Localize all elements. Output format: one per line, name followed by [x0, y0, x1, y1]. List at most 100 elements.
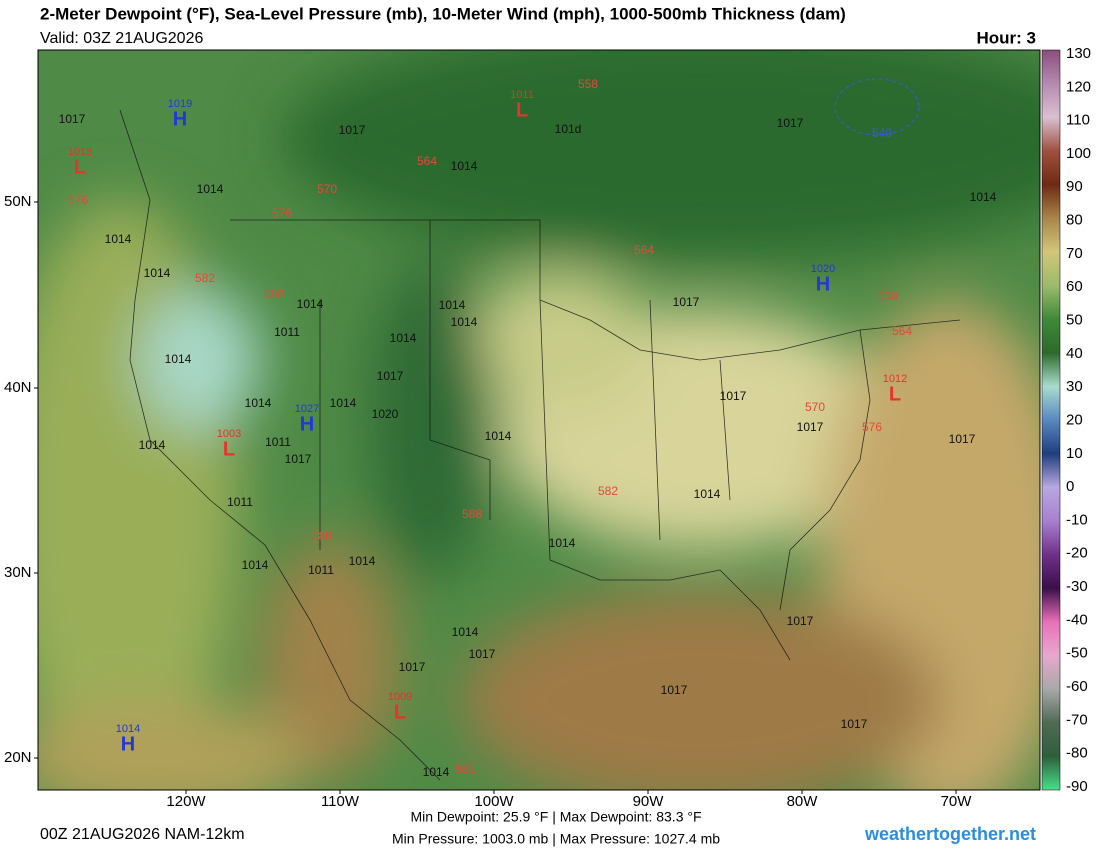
colorbar-tick-label: 60 — [1066, 278, 1083, 295]
center-value: 1015 — [68, 146, 92, 158]
lon-label: 120W — [166, 793, 206, 810]
center-letter: L — [889, 383, 901, 405]
center-letter: L — [516, 99, 528, 121]
isobar-label: 1014 — [330, 396, 357, 410]
colorbar-tick-label: -90 — [1066, 778, 1088, 795]
map-field — [38, 50, 1040, 790]
thickness-label: 576 — [862, 420, 882, 434]
isobar-label: 1014 — [423, 765, 450, 779]
colorbar-tick-label: 40 — [1066, 345, 1083, 362]
isobar-label: 1011 — [227, 495, 253, 509]
isobar-label: 1020 — [372, 407, 399, 421]
thickness-label: 576 — [68, 193, 88, 207]
credit[interactable]: weathertogether.net — [864, 824, 1036, 844]
center-letter: H — [816, 273, 830, 295]
isobar-label: 1014 — [165, 352, 192, 366]
thickness-label: 576 — [272, 206, 292, 220]
isobar-label: 1014 — [970, 190, 997, 204]
isobar-label: 1014 — [451, 159, 478, 173]
lon-label: 100W — [474, 793, 514, 810]
isobar-label: 1017 — [673, 295, 700, 309]
center-value: 1009 — [388, 691, 412, 703]
colorbar-tick-label: -40 — [1066, 611, 1088, 628]
thickness-label: 564 — [417, 154, 437, 168]
colorbar-tick-label: 90 — [1066, 178, 1083, 195]
isobar-label: 1014 — [451, 315, 478, 329]
isobar-label: 1017 — [399, 660, 426, 674]
colorbar-tick-label: 80 — [1066, 212, 1083, 229]
thickness-label: 540 — [872, 126, 892, 140]
center-letter: L — [394, 701, 406, 723]
isobar-label: 1017 — [339, 123, 366, 137]
colorbar-tick-label: 110 — [1066, 112, 1090, 129]
lon-label: 110W — [321, 793, 360, 810]
lon-label: 70W — [941, 793, 973, 810]
center-value: 1014 — [116, 723, 140, 735]
isobar-label: 1011 — [274, 325, 300, 339]
isobar-label: 1017 — [841, 717, 868, 731]
isobar-label: 1017 — [469, 647, 496, 661]
center-value: 1003 — [217, 428, 241, 440]
thickness-label: 582 — [195, 271, 215, 285]
colorbar-tick-label: -80 — [1066, 745, 1088, 762]
isobar-label: 1014 — [349, 554, 376, 568]
thickness-label: 570 — [317, 182, 337, 196]
thickness-label: 582 — [598, 484, 618, 498]
colorbar-tick-label: -30 — [1066, 578, 1088, 595]
center-letter: H — [121, 733, 135, 755]
isobar-label: 1014 — [139, 438, 166, 452]
isobar-label: 1014 — [390, 331, 417, 345]
isobar-label: 1017 — [777, 116, 804, 130]
isobar-label: 1017 — [661, 683, 688, 697]
thickness-label: 558 — [578, 77, 598, 91]
isobar-label: 1014 — [242, 558, 269, 572]
isobar-label: 101d — [555, 122, 582, 136]
isobar-label: 1014 — [105, 232, 132, 246]
colorbar-tick-label: -10 — [1066, 511, 1088, 528]
center-letter: L — [74, 156, 86, 178]
title: 2-Meter Dewpoint (°F), Sea-Level Pressur… — [40, 4, 846, 23]
center-value: 1027 — [295, 403, 319, 415]
isobar-label: 1017 — [285, 452, 312, 466]
isobar-label: 1014 — [452, 625, 479, 639]
colorbar-tick-label: -70 — [1066, 711, 1088, 728]
isobar-label: 1011 — [308, 563, 334, 577]
isobar-label: 1017 — [59, 112, 86, 126]
isobar-label: 1017 — [949, 432, 976, 446]
model-run: 00Z 21AUG2026 NAM-12km — [40, 826, 245, 843]
isobar-label: 1014 — [297, 297, 324, 311]
center-value: 1012 — [883, 373, 907, 385]
valid-time: Valid: 03Z 21AUG2026 — [40, 30, 203, 47]
forecast-hour: Hour: 3 — [977, 28, 1037, 47]
thickness-label: 588 — [264, 287, 284, 301]
center-value: 1019 — [168, 98, 192, 110]
center-letter: H — [300, 413, 314, 435]
center-value: 1020 — [811, 263, 835, 275]
isobar-label: 1014 — [549, 536, 576, 550]
isobar-label: 1017 — [377, 369, 404, 383]
thickness-label: 582 — [455, 762, 475, 776]
isobar-label: 1014 — [197, 182, 224, 196]
thickness-label: 588 — [312, 529, 332, 543]
lon-label: 90W — [633, 793, 665, 810]
colorbar — [1041, 49, 1061, 791]
isobar-label: 1017 — [797, 420, 824, 434]
dewpoint-range: Min Dewpoint: 25.9 °F | Max Dewpoint: 83… — [410, 809, 701, 825]
isobar-label: 1011 — [265, 435, 291, 449]
colorbar-tick-label: 130 — [1066, 45, 1091, 62]
colorbar-tick-label: -20 — [1066, 545, 1088, 562]
map-frame — [37, 49, 1041, 791]
center-letter: H — [173, 108, 187, 130]
colorbar-tick-label: -60 — [1066, 678, 1088, 695]
colorbar-tick-label: 10 — [1066, 445, 1083, 462]
colorbar-tick-label: 20 — [1066, 411, 1083, 428]
center-value: 1011 — [510, 89, 534, 101]
lat-label: 30N — [4, 564, 32, 581]
colorbar-tick-label: 100 — [1066, 145, 1091, 162]
colorbar-tick-label: 30 — [1066, 378, 1083, 395]
lat-label: 20N — [4, 749, 32, 766]
thickness-label: 588 — [462, 507, 482, 521]
center-letter: L — [223, 438, 235, 460]
isobar-label: 1017 — [787, 614, 814, 628]
